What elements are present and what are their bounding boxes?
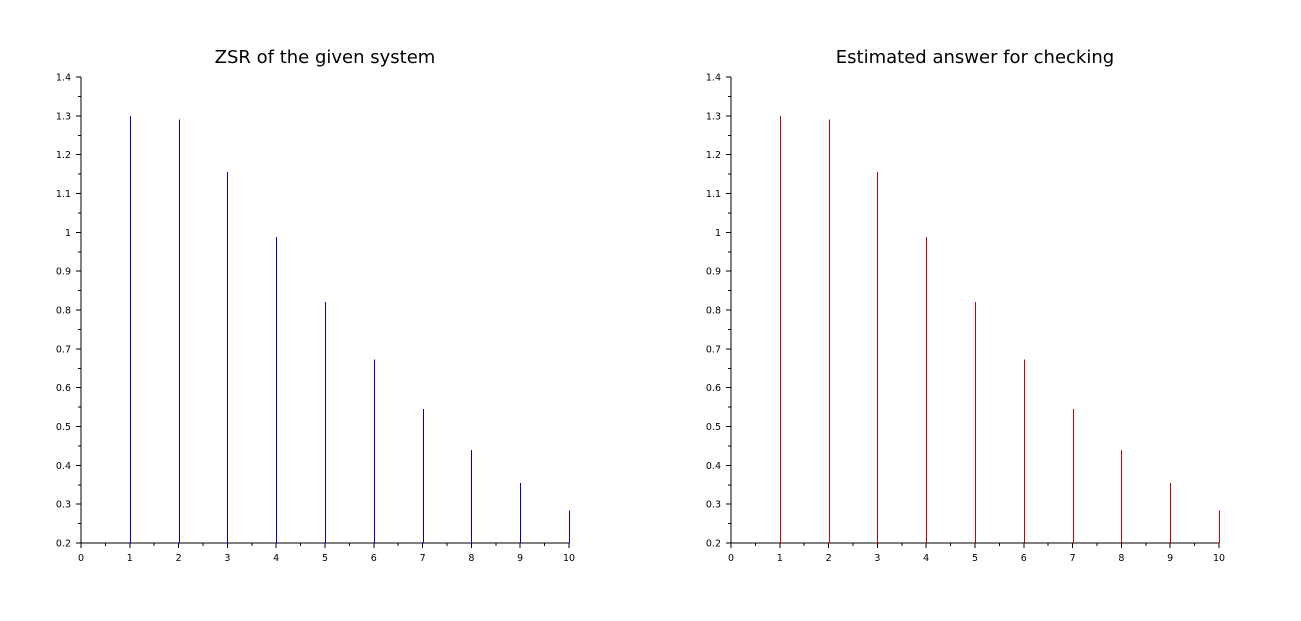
x-tick-label: 2 <box>176 553 182 564</box>
y-tick-label: 0.5 <box>56 422 71 433</box>
x-tick-label: 9 <box>517 553 523 564</box>
x-tick-label: 0 <box>78 553 84 564</box>
x-tick-label: 2 <box>826 553 832 564</box>
y-tick-label: 1.2 <box>706 150 721 161</box>
chart-estimated: Estimated answer for checking 0 1 2 3 4 5 6 7 8 9… <box>706 47 1225 564</box>
y-tick-label: 1.3 <box>706 111 721 122</box>
x-tick-label: 0 <box>728 553 734 564</box>
y-tick-label: 0.2 <box>56 539 71 550</box>
x-tick-label: 5 <box>322 553 328 564</box>
x-tick-label: 1 <box>777 553 783 564</box>
y-tick-label: 1 <box>65 228 71 239</box>
y-tick-label: 0.9 <box>706 267 721 278</box>
x-tick-label: 1 <box>127 553 133 564</box>
y-tick-label: 0.9 <box>56 267 71 278</box>
y-tick-label: 1 <box>715 228 721 239</box>
y-tick-label: 0.4 <box>56 461 71 472</box>
x-tick-label: 6 <box>1021 553 1027 564</box>
x-tick-label: 10 <box>563 553 575 564</box>
x-tick-label: 4 <box>923 553 929 564</box>
y-tick-label: 0.4 <box>706 461 721 472</box>
x-tick-label: 3 <box>224 553 230 564</box>
y-tick-label: 0.7 <box>56 344 71 355</box>
y-tick-label: 1.4 <box>706 73 721 84</box>
chart-title: Estimated answer for checking <box>836 47 1114 68</box>
x-tick-label: 7 <box>1070 553 1076 564</box>
y-tick-label: 1.2 <box>56 150 71 161</box>
y-tick-label: 0.6 <box>706 383 721 394</box>
x-tick-label: 6 <box>371 553 377 564</box>
y-tick-label: 1.1 <box>706 189 721 200</box>
y-tick-label: 0.6 <box>56 383 71 394</box>
x-tick-label: 8 <box>1118 553 1124 564</box>
x-tick-label: 8 <box>468 553 474 564</box>
y-tick-label: 0.8 <box>706 306 721 317</box>
chart-title: ZSR of the given system <box>215 47 436 68</box>
x-tick-label: 5 <box>972 553 978 564</box>
y-tick-label: 0.5 <box>706 422 721 433</box>
y-tick-label: 0.3 <box>56 500 71 511</box>
x-tick-label: 3 <box>874 553 880 564</box>
y-tick-label: 1.3 <box>56 111 71 122</box>
x-tick-label: 10 <box>1213 553 1225 564</box>
x-tick-label: 4 <box>273 553 279 564</box>
y-tick-label: 1.1 <box>56 189 71 200</box>
x-tick-label: 7 <box>420 553 426 564</box>
x-tick-label: 9 <box>1167 553 1173 564</box>
y-tick-label: 0.7 <box>706 344 721 355</box>
y-tick-label: 1.4 <box>56 73 71 84</box>
y-tick-label: 0.8 <box>56 306 71 317</box>
y-tick-label: 0.3 <box>706 500 721 511</box>
y-tick-label: 0.2 <box>706 539 721 550</box>
chart-zsr: ZSR of the given system 0 1 2 3 4 5 6 7 8 9 10 0.2 0… <box>56 47 575 564</box>
